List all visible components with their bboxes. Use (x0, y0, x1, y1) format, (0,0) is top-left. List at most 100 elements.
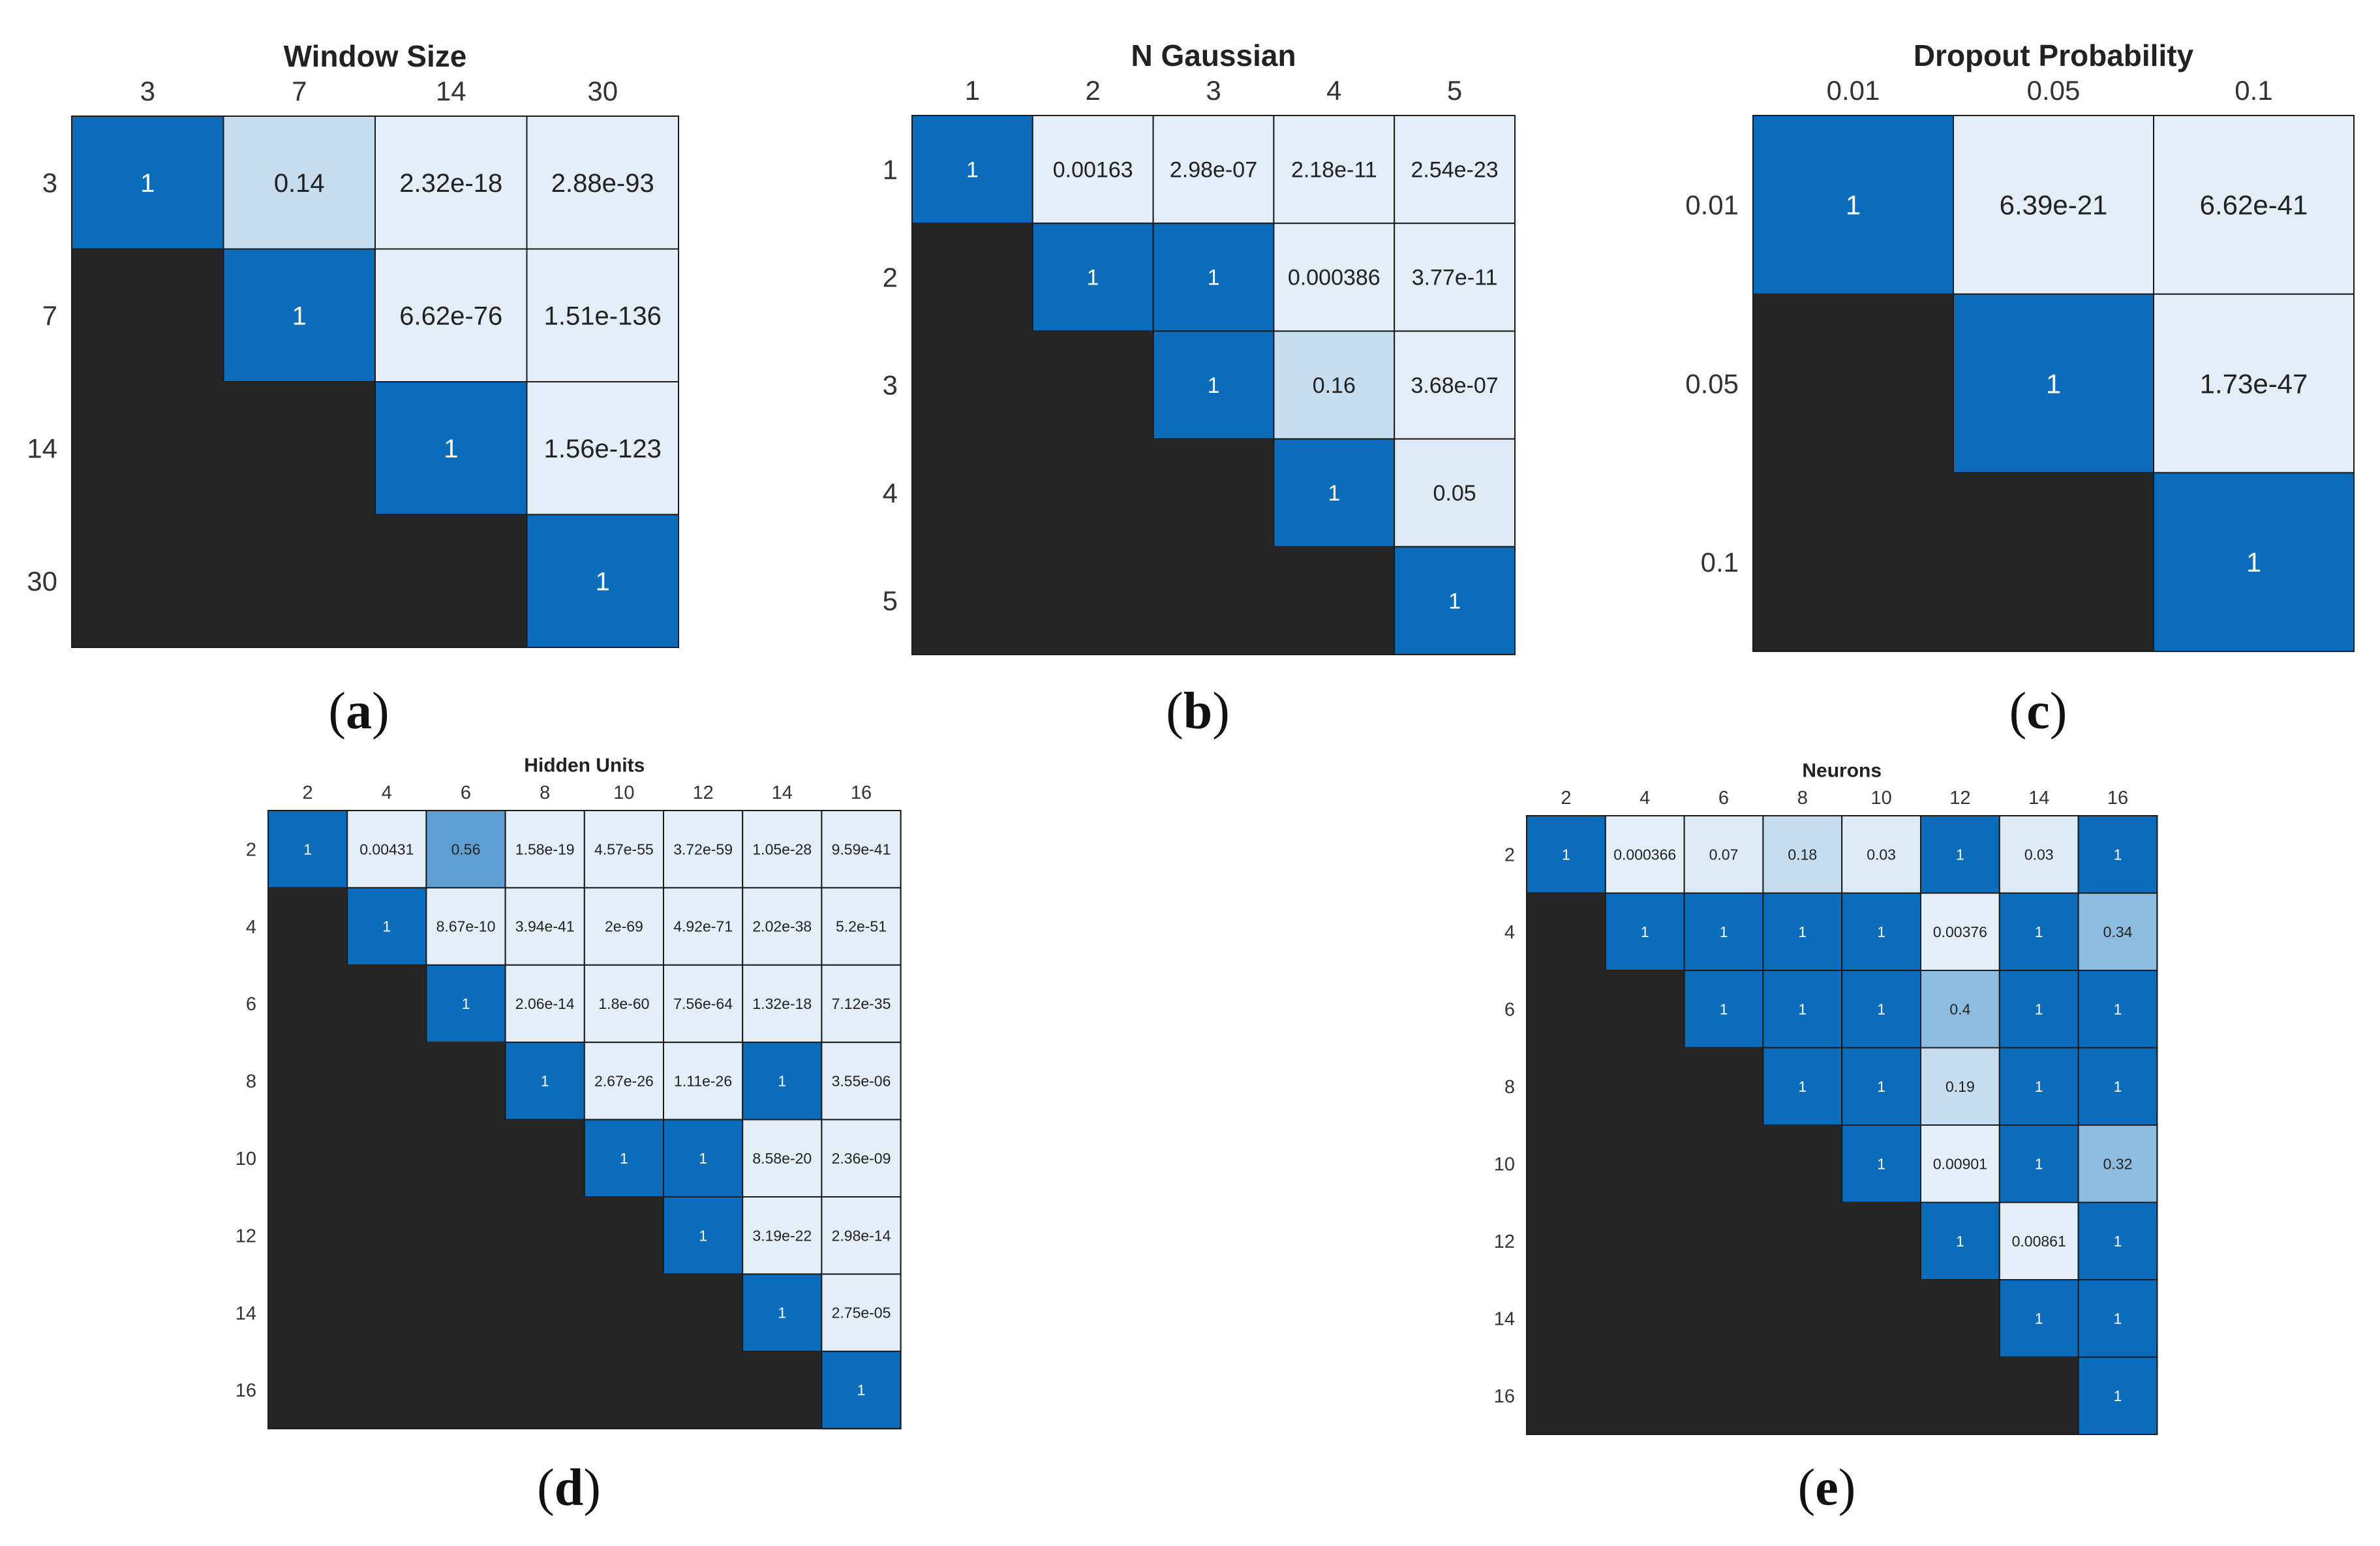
lower-triangle-cell (1527, 1280, 1606, 1357)
heatmap-cell (1752, 115, 1954, 295)
cell-value-label: 2.36e-09 (832, 1150, 891, 1167)
x-tick-label: 6 (1718, 788, 1729, 809)
heatmap-cell (1152, 115, 1275, 224)
cell-value-label: 1 (1087, 266, 1099, 290)
panel-label-b: (b) (1166, 683, 1230, 740)
lower-triangle-cell (584, 1351, 664, 1429)
cell-value-label: 0.03 (1867, 846, 1896, 863)
cell-value-label: 1 (1208, 373, 1220, 398)
heatmap-cell (2077, 892, 2158, 971)
lower-triangle-cell (1921, 1280, 2000, 1357)
heatmap-cell (663, 810, 744, 889)
cell-value-label: 2.98e-07 (1170, 158, 1257, 183)
cell-value-label: 1 (1208, 266, 1220, 290)
lower-triangle-cell (1527, 1202, 1606, 1280)
cell-value-label: 2.18e-11 (1291, 158, 1377, 183)
heatmap-cell (821, 1042, 902, 1121)
lower-triangle-cell (664, 1351, 743, 1429)
y-tick-label: 10 (1494, 1154, 1515, 1175)
chart-title: Window Size (284, 39, 467, 73)
y-tick-label: 8 (246, 1072, 256, 1092)
chart-title: Neurons (1802, 760, 1882, 782)
y-tick-label: 14 (1494, 1308, 1515, 1329)
cell-value-label: 1 (778, 1305, 786, 1322)
cell-value-label: 1 (1877, 1155, 1885, 1172)
lower-triangle-cell (347, 965, 427, 1043)
heatmap-cell (222, 116, 376, 250)
heatmap-cell (526, 116, 679, 250)
cell-value-label: 0.000366 (1613, 846, 1676, 863)
heatmap-cell (1920, 1201, 2000, 1280)
cell-value-label: 9.59e-41 (832, 841, 891, 858)
heatmap-cell (1031, 115, 1154, 224)
lower-triangle-cell (1684, 1357, 1763, 1435)
heatmap-cell (1273, 115, 1396, 224)
lower-triangle-cell (426, 1351, 506, 1429)
heatmap-cell (742, 964, 823, 1044)
x-tick-label: 0.05 (2027, 75, 2081, 106)
cell-value-label: 2e-69 (605, 918, 643, 935)
cell-value-label: 4.92e-71 (673, 918, 733, 935)
cell-value-label: 1 (2114, 846, 2122, 863)
lower-triangle-cell (375, 514, 527, 648)
lower-triangle-cell (72, 514, 224, 648)
lower-triangle-cell (347, 1351, 427, 1429)
cell-value-label: 1 (1877, 1078, 1885, 1095)
heatmap-cell (1998, 1124, 2079, 1203)
chart-title: N Gaussian (1131, 39, 1296, 72)
cell-value-label: 0.32 (2103, 1155, 2133, 1172)
lower-triangle-cell (268, 1042, 348, 1121)
x-tick-label: 10 (613, 782, 634, 803)
y-tick-label: 2 (246, 839, 256, 860)
heatmap-cell (71, 116, 224, 250)
heatmap-cell (1841, 892, 1921, 971)
lower-triangle-cell (1753, 472, 1954, 652)
heatmap-cell (1152, 223, 1275, 332)
lower-triangle-cell (268, 1119, 348, 1198)
heatmap-cell (1998, 1047, 2079, 1126)
cell-value-label: 3.55e-06 (832, 1072, 891, 1089)
cell-value-label: 1 (1877, 1000, 1885, 1017)
heatmap-cell (504, 810, 585, 889)
heatmap-panel-c: Dropout Probability 1 6.39e-21 6.62e-41 1 1.7… (1685, 39, 2355, 653)
x-tick-label: 4 (382, 782, 392, 803)
heatmap-cell (504, 964, 585, 1044)
heatmap-cell (663, 887, 744, 966)
heatmap-cell (222, 248, 376, 382)
y-tick-label: 3 (883, 370, 898, 401)
cell-value-label: 6.62e-41 (2200, 190, 2308, 221)
heatmap-cell (821, 1350, 902, 1430)
panel-label-a: (a) (328, 683, 389, 740)
heatmap-cell (583, 1119, 664, 1198)
lower-triangle-cell (1153, 439, 1274, 548)
cell-value-label: 1 (1798, 1000, 1807, 1017)
lower-triangle-cell (72, 249, 224, 382)
y-tick-label: 0.1 (1701, 547, 1739, 578)
x-tick-label: 2 (303, 782, 313, 803)
cell-value-label: 0.07 (1709, 846, 1739, 863)
cell-value-label: 0.00376 (1933, 923, 1987, 940)
cell-value-label: 1 (292, 301, 307, 330)
heatmap-cell (1273, 330, 1396, 440)
heatmap-cell (1920, 892, 2000, 971)
heatmap-cell (425, 887, 506, 966)
chart-title: Hidden Units (524, 755, 645, 777)
heatmap-cell (2153, 472, 2355, 653)
y-tick-label: 14 (236, 1303, 256, 1324)
lower-triangle-cell (426, 1197, 506, 1275)
lower-triangle-cell (268, 1351, 348, 1429)
cell-value-label: 5.2e-51 (836, 918, 887, 935)
cell-value-label: 1.73e-47 (2200, 368, 2308, 399)
heatmap-cell (742, 1119, 823, 1198)
x-tick-label: 14 (436, 76, 466, 106)
x-tick-label: 30 (587, 76, 618, 106)
x-tick-label: 12 (692, 782, 713, 803)
cell-value-label: 1 (2035, 1155, 2043, 1172)
heatmap-cell (2077, 1201, 2158, 1280)
x-tick-label: 0.01 (1827, 75, 1880, 106)
y-tick-label: 14 (27, 433, 57, 463)
cell-value-label: 2.67e-26 (594, 1072, 654, 1089)
heatmap-cell (1841, 1124, 1921, 1203)
cell-value-label: 1 (1956, 1233, 1964, 1250)
